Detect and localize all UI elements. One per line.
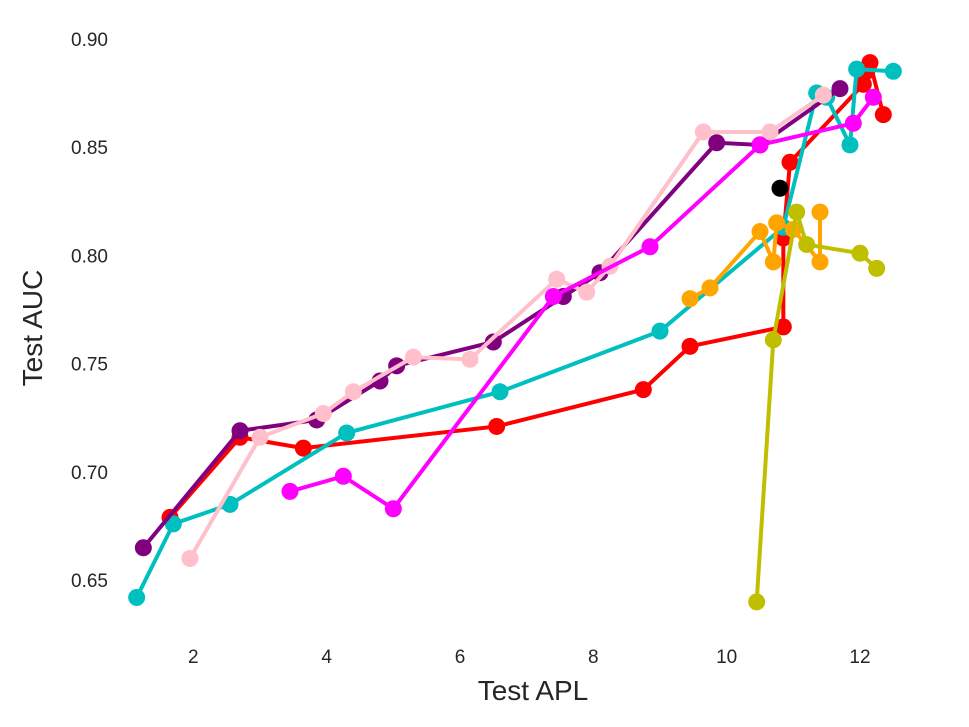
series-7 bbox=[748, 203, 886, 611]
y-tick-labels: 0.65 0.70 0.75 0.80 0.85 0.90 bbox=[71, 30, 108, 592]
data-point bbox=[764, 331, 782, 349]
data-point bbox=[748, 593, 766, 611]
data-point bbox=[774, 318, 792, 336]
data-point bbox=[634, 381, 652, 399]
data-point bbox=[751, 223, 769, 241]
data-point bbox=[404, 348, 422, 366]
data-point bbox=[798, 236, 816, 254]
y-axis-label: Test AUC bbox=[17, 270, 48, 387]
x-tick-labels: 2 4 6 8 10 12 bbox=[188, 647, 871, 668]
x-tick-label: 6 bbox=[455, 647, 466, 668]
data-point bbox=[578, 283, 596, 301]
data-point bbox=[681, 290, 699, 308]
data-point bbox=[641, 238, 659, 256]
data-point bbox=[751, 136, 769, 154]
data-point bbox=[491, 383, 509, 401]
x-tick-label: 2 bbox=[188, 647, 199, 668]
data-point bbox=[814, 86, 832, 104]
data-point bbox=[701, 279, 719, 297]
data-point bbox=[768, 214, 786, 232]
data-point bbox=[338, 424, 356, 442]
series-line bbox=[754, 210, 879, 604]
data-point bbox=[864, 88, 882, 106]
y-tick-label: 0.75 bbox=[71, 355, 108, 376]
data-point bbox=[708, 134, 726, 152]
x-tick-label: 12 bbox=[849, 647, 870, 668]
data-point bbox=[344, 383, 362, 401]
data-point bbox=[854, 75, 872, 93]
data-point bbox=[841, 136, 859, 154]
data-point bbox=[694, 123, 712, 141]
x-tick-label: 10 bbox=[716, 647, 737, 668]
data-point bbox=[544, 288, 562, 306]
data-point bbox=[134, 539, 152, 557]
y-tick-label: 0.85 bbox=[71, 138, 108, 159]
data-point bbox=[771, 179, 789, 197]
y-tick-label: 0.90 bbox=[71, 30, 108, 51]
data-point bbox=[181, 550, 199, 568]
data-point bbox=[874, 106, 892, 124]
data-point bbox=[231, 422, 249, 440]
data-point bbox=[764, 253, 782, 271]
data-point bbox=[761, 123, 779, 141]
series-4 bbox=[181, 86, 832, 568]
data-point bbox=[314, 404, 332, 422]
data-point bbox=[128, 589, 146, 607]
x-tick-label: 8 bbox=[588, 647, 599, 668]
series-6 bbox=[681, 203, 829, 308]
x-axis-label: Test APL bbox=[478, 675, 589, 706]
data-point bbox=[811, 203, 829, 221]
data-point bbox=[811, 253, 829, 271]
data-point bbox=[831, 80, 849, 98]
data-point bbox=[548, 270, 566, 288]
data-point bbox=[851, 244, 869, 262]
data-point bbox=[868, 259, 886, 277]
plot-area bbox=[128, 54, 902, 611]
y-tick-label: 0.65 bbox=[71, 571, 108, 592]
data-point bbox=[488, 417, 506, 435]
data-point bbox=[844, 114, 862, 132]
data-point bbox=[781, 153, 799, 171]
data-point bbox=[294, 439, 312, 457]
series-5 bbox=[281, 88, 882, 518]
data-point bbox=[788, 203, 806, 221]
data-point bbox=[681, 337, 699, 355]
data-point bbox=[861, 54, 879, 72]
data-point bbox=[848, 60, 866, 78]
series-line bbox=[141, 86, 842, 550]
series-3 bbox=[134, 80, 849, 557]
series-line bbox=[188, 93, 826, 561]
series-8 bbox=[771, 179, 789, 197]
data-point bbox=[334, 467, 352, 485]
data-point bbox=[461, 350, 479, 368]
data-point bbox=[384, 500, 402, 518]
series-line bbox=[288, 95, 876, 511]
data-point bbox=[251, 428, 269, 446]
data-point bbox=[884, 62, 902, 80]
x-tick-label: 4 bbox=[321, 647, 332, 668]
y-tick-label: 0.80 bbox=[71, 246, 108, 267]
data-point bbox=[484, 333, 502, 351]
y-tick-label: 0.70 bbox=[71, 463, 108, 484]
data-point bbox=[281, 482, 299, 500]
data-point bbox=[651, 322, 669, 340]
